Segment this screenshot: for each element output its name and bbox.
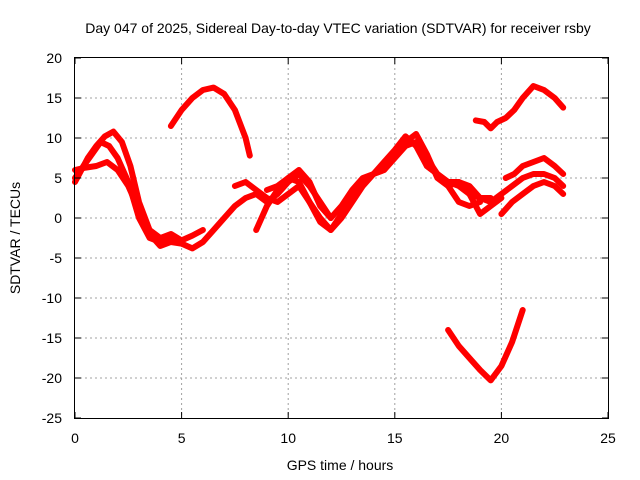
x-tick-label: 0 — [71, 430, 79, 446]
series-line-arc-9 — [472, 83, 567, 132]
series-line-arc-11 — [498, 179, 567, 217]
axis-ticks — [74, 57, 609, 419]
series-line-arc-7 — [263, 139, 567, 221]
x-tick-label: 5 — [178, 430, 186, 446]
series-line-arc-10 — [502, 155, 567, 181]
x-tick-label: 25 — [600, 430, 616, 446]
x-tick-label: 20 — [494, 430, 510, 446]
y-axis-title: SDTVAR / TECUs — [7, 182, 23, 294]
x-tick-labels: 0 5 10 15 20 25 — [71, 430, 616, 446]
series-line-arc-4 — [167, 84, 253, 159]
plot-frame — [74, 57, 609, 419]
y-tick-label: 10 — [46, 130, 62, 146]
y-tick-label: 0 — [54, 210, 62, 226]
y-tick-label: -15 — [42, 330, 62, 346]
series-group — [72, 83, 567, 384]
y-tick-label: -10 — [42, 290, 62, 306]
x-tick-label: 10 — [280, 430, 296, 446]
y-tick-label: -25 — [42, 410, 62, 426]
y-tick-label: -20 — [42, 370, 62, 386]
series-line-arc-12 — [423, 163, 484, 209]
y-tick-label: 20 — [46, 50, 62, 66]
y-tick-label: 15 — [46, 90, 62, 106]
x-axis-title: GPS time / hours — [287, 457, 394, 473]
series-line-arc-3 — [72, 159, 185, 249]
y-tick-label: 5 — [54, 170, 62, 186]
y-tick-label: -5 — [50, 250, 63, 266]
x-tick-label: 15 — [387, 430, 403, 446]
series-line-arc-8 — [445, 307, 526, 384]
chart-title: Day 047 of 2025, Sidereal Day-to-day VTE… — [85, 20, 591, 36]
y-tick-labels: -25 -20 -15 -10 -5 0 5 10 15 20 — [42, 50, 62, 426]
